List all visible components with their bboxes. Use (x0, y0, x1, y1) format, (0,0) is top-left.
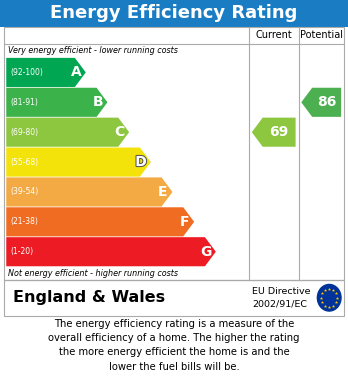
Text: (69-80): (69-80) (10, 128, 39, 137)
Text: (21-38): (21-38) (10, 217, 38, 226)
Text: (1-20): (1-20) (10, 247, 33, 256)
Polygon shape (6, 207, 194, 237)
Text: F: F (180, 215, 189, 229)
Text: The energy efficiency rating is a measure of the
overall efficiency of a home. T: The energy efficiency rating is a measur… (48, 319, 300, 372)
Polygon shape (6, 118, 129, 147)
Polygon shape (6, 58, 86, 87)
Polygon shape (301, 88, 341, 117)
Bar (4, 280, 344, 316)
Text: 69: 69 (269, 125, 289, 139)
Text: (81-91): (81-91) (10, 98, 38, 107)
Text: G: G (200, 245, 212, 259)
Text: A: A (71, 65, 81, 79)
Text: (55-68): (55-68) (10, 158, 39, 167)
Circle shape (317, 284, 341, 311)
Text: Not energy efficient - higher running costs: Not energy efficient - higher running co… (8, 269, 179, 278)
Text: Energy Efficiency Rating: Energy Efficiency Rating (50, 4, 298, 22)
Text: B: B (92, 95, 103, 109)
Polygon shape (252, 118, 295, 147)
Bar (4, 27, 344, 280)
Text: EU Directive
2002/91/EC: EU Directive 2002/91/EC (252, 287, 311, 308)
Polygon shape (6, 237, 216, 266)
Polygon shape (6, 147, 151, 177)
Bar (0, 0, 348, 27)
Text: Current: Current (255, 30, 292, 40)
Text: (39-54): (39-54) (10, 187, 39, 196)
Polygon shape (6, 178, 173, 206)
Text: England & Wales: England & Wales (13, 290, 165, 305)
Text: (92-100): (92-100) (10, 68, 43, 77)
Text: 86: 86 (317, 95, 336, 109)
Text: Very energy efficient - lower running costs: Very energy efficient - lower running co… (8, 46, 178, 56)
Text: Potential: Potential (300, 30, 343, 40)
Text: C: C (114, 125, 125, 139)
Polygon shape (6, 88, 108, 117)
Text: D: D (135, 155, 147, 169)
Text: E: E (158, 185, 167, 199)
